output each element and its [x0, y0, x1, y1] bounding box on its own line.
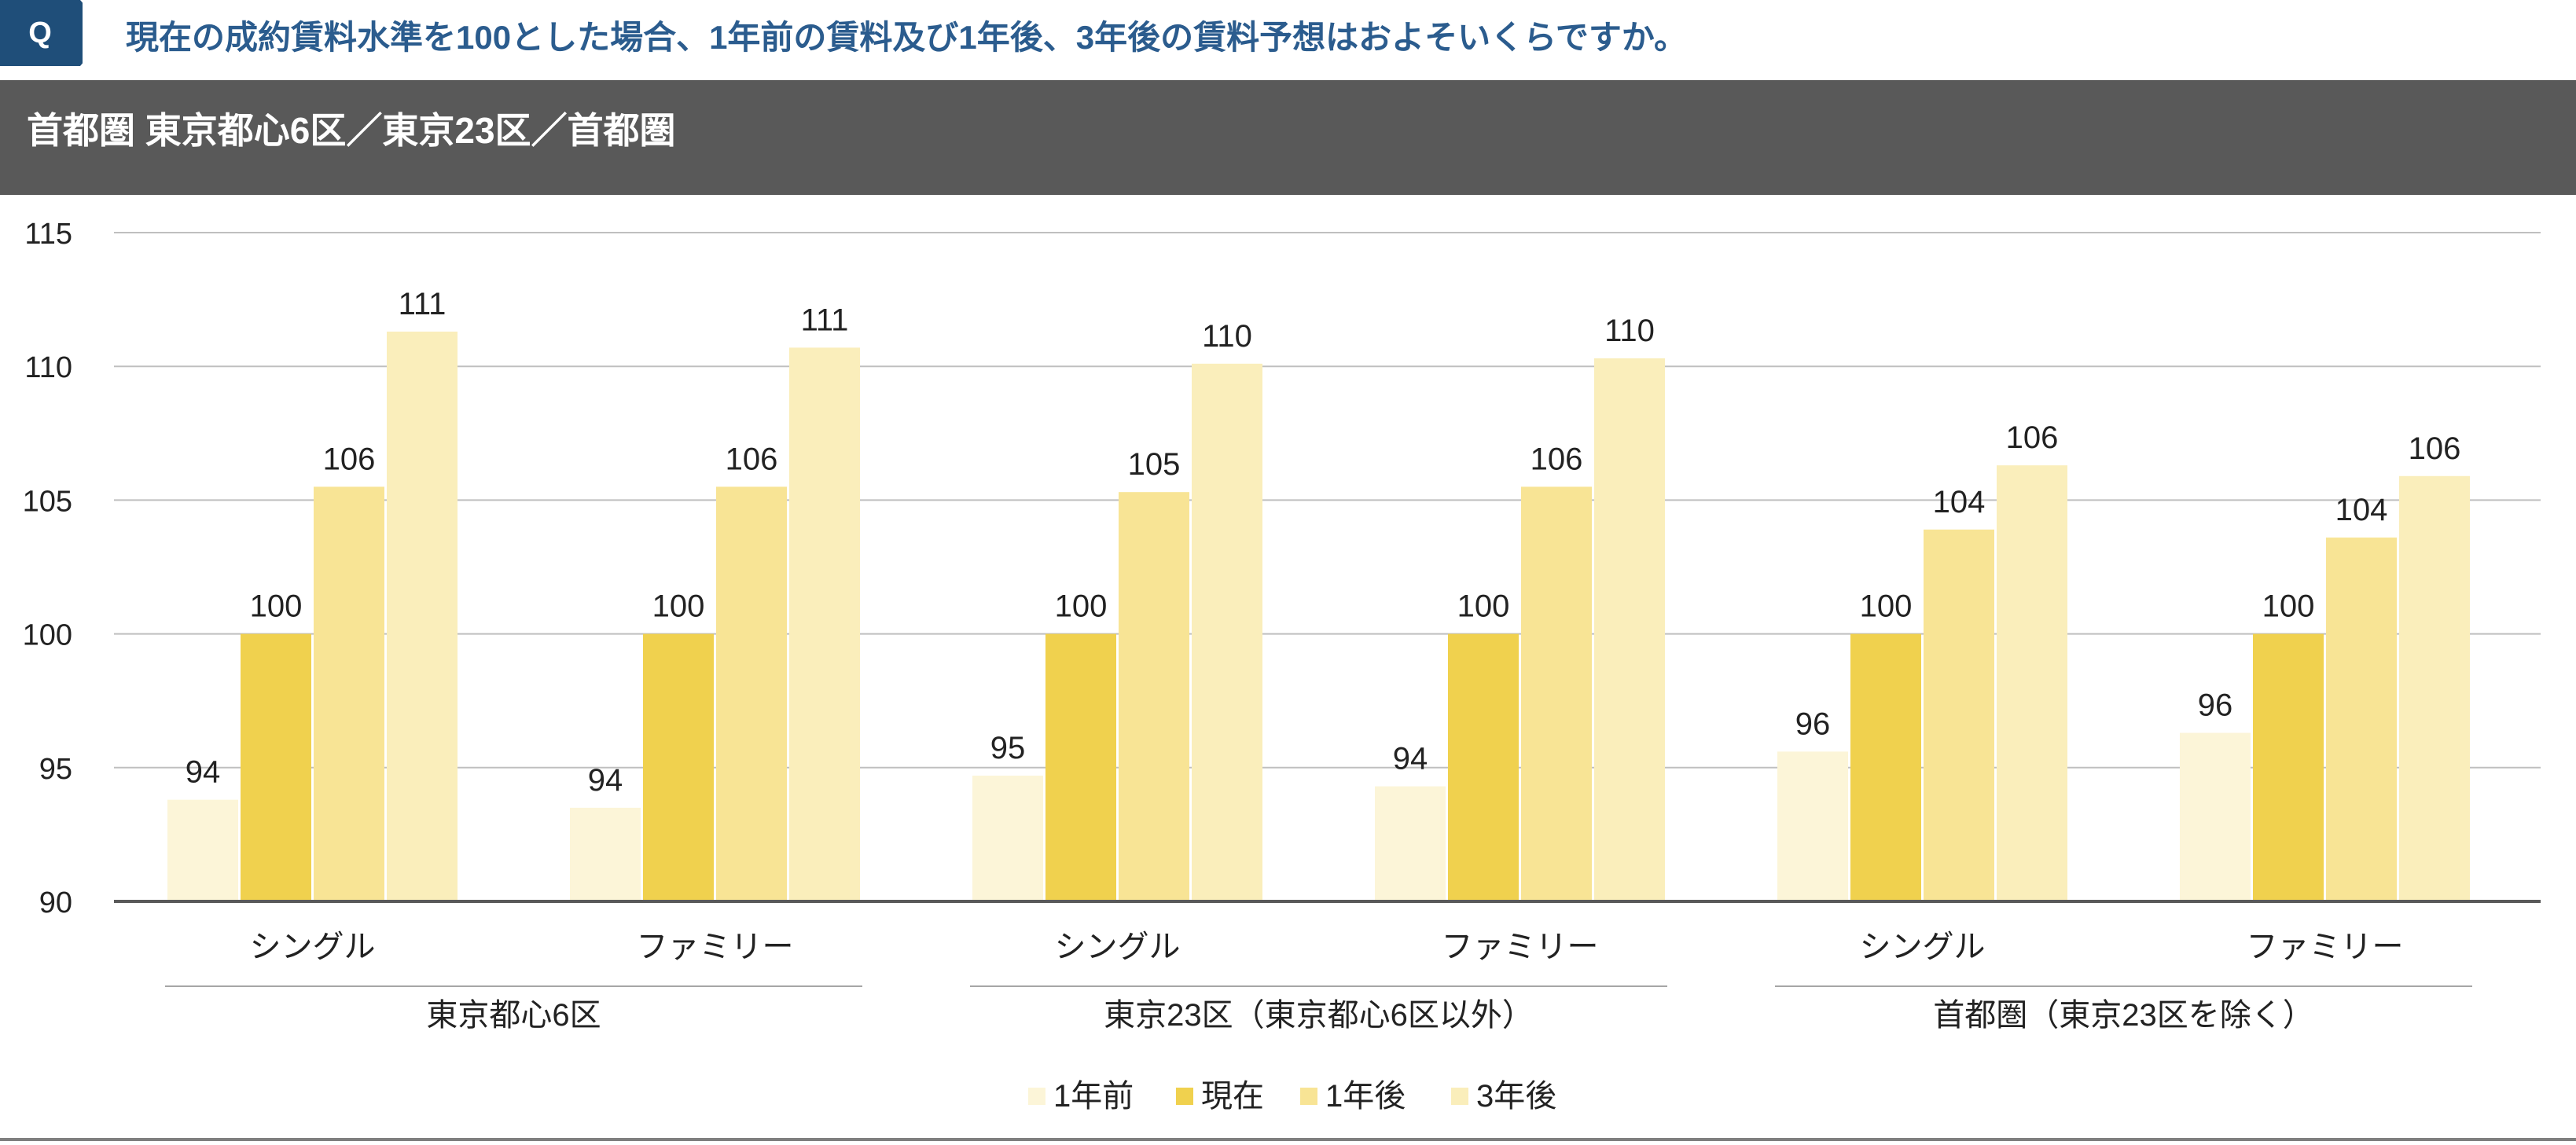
data-label: 104 — [2335, 493, 2388, 527]
y-tick-label: 105 — [23, 485, 72, 518]
y-tick-label: 95 — [39, 753, 72, 786]
data-label: 110 — [1202, 319, 1252, 354]
bar — [241, 633, 311, 901]
legend-label: 現在 — [1201, 1079, 1264, 1114]
legend-swatch — [1176, 1088, 1193, 1105]
legend-swatch — [1300, 1088, 1317, 1105]
data-label: 100 — [1457, 589, 1510, 624]
category-label: ファミリー — [2247, 930, 2404, 964]
bar — [643, 633, 714, 901]
question-text: 現在の成約賃料水準を100とした場合、1年前の賃料及び1年後、3年後の賃料予想は… — [126, 19, 1688, 56]
bar — [570, 807, 641, 901]
bar — [716, 486, 787, 901]
bar — [1850, 633, 1921, 901]
bar — [2399, 475, 2470, 901]
bar — [1448, 633, 1519, 901]
data-label: 95 — [990, 731, 1026, 765]
data-label: 104 — [1933, 485, 1986, 519]
bar — [1045, 633, 1116, 901]
y-tick-label: 90 — [39, 886, 72, 919]
data-label: 94 — [588, 763, 623, 798]
category-label: シングル — [250, 930, 376, 964]
category-label: シングル — [1055, 930, 1181, 964]
data-label: 106 — [726, 442, 778, 476]
data-label: 94 — [186, 755, 221, 790]
bar — [387, 331, 458, 901]
bar — [314, 486, 384, 901]
y-tick-label: 110 — [24, 351, 72, 384]
bottom-divider — [0, 1138, 2576, 1141]
data-label: 106 — [2006, 420, 2059, 455]
group-label: 首都圏（東京23区を除く） — [1933, 998, 2314, 1033]
bar — [1997, 465, 2067, 901]
question-badge-label: Q — [28, 17, 52, 50]
data-label: 96 — [2198, 688, 2233, 723]
data-label: 106 — [2409, 431, 2461, 466]
group-label: 東京23区（東京都心6区以外） — [1104, 998, 1534, 1033]
legend-swatch — [1028, 1088, 1045, 1105]
data-label: 111 — [399, 287, 446, 321]
y-tick-label: 115 — [24, 218, 72, 251]
bar — [789, 347, 860, 901]
legend-label: 1年前 — [1053, 1079, 1134, 1114]
group-label: 東京都心6区 — [426, 998, 601, 1033]
category-label: シングル — [1860, 930, 1986, 964]
legend-label: 1年後 — [1325, 1079, 1406, 1114]
category-label: ファミリー — [637, 930, 794, 964]
page-title: 首都圏 東京都心6区／東京23区／首都圏 — [27, 110, 676, 151]
data-label: 110 — [1604, 314, 1655, 348]
bar — [1375, 786, 1446, 901]
bar — [2253, 633, 2324, 901]
data-label: 106 — [1531, 442, 1583, 476]
bar — [167, 799, 238, 901]
bar — [1594, 358, 1665, 901]
data-label: 96 — [1795, 706, 1831, 741]
bar — [1777, 751, 1848, 901]
grouped-bar-chart: 90 95 100 105 110 115 94 100 106 111 シングル 94 100 106 1… — [23, 218, 2541, 1114]
bar — [972, 776, 1043, 901]
data-label: 94 — [1393, 742, 1428, 776]
legend-label: 3年後 — [1476, 1079, 1556, 1114]
title-bar: 首都圏 東京都心6区／東京23区／首都圏 — [0, 80, 2576, 195]
y-tick-label: 100 — [23, 619, 72, 652]
bar — [1119, 492, 1189, 901]
question-row: Q 現在の成約賃料水準を100とした場合、1年前の賃料及び1年後、3年後の賃料予… — [0, 0, 2576, 71]
data-label: 106 — [323, 442, 376, 476]
bar — [2180, 732, 2251, 901]
question-badge — [0, 0, 83, 66]
data-label: 100 — [1860, 589, 1913, 624]
bar — [2326, 538, 2397, 901]
legend-swatch — [1451, 1088, 1468, 1105]
bar — [1924, 529, 1994, 901]
data-label: 105 — [1128, 447, 1181, 482]
category-label: ファミリー — [1442, 930, 1599, 964]
data-label: 100 — [1055, 589, 1108, 624]
data-label: 111 — [801, 303, 849, 337]
data-label: 100 — [652, 589, 705, 624]
data-label: 100 — [2262, 589, 2315, 624]
bar — [1192, 363, 1262, 901]
bar — [1521, 486, 1592, 901]
data-label: 100 — [250, 589, 303, 624]
